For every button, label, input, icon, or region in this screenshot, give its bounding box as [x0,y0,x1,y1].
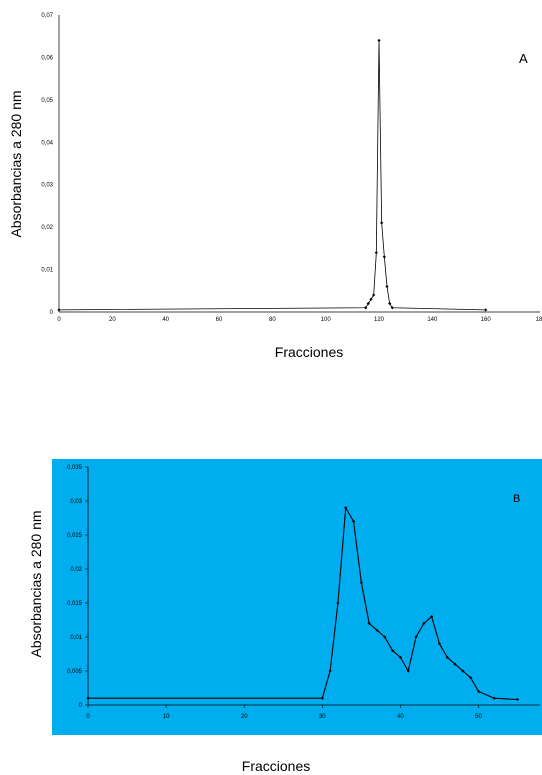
chart-b: 0 0,005 0,01 0,015 0,02 0,025 0,03 0,035 0 10 20 30… [28,459,542,774]
chart-b-series [86,506,520,702]
chart-b-data-point [375,628,379,632]
chart-b-data-point [351,519,356,523]
chart-a-data-point [57,308,61,312]
chart-a-xtick-label: 0 [57,317,61,323]
chart-a-ytick-label: 0,03 [41,183,53,189]
chart-b-data-point [406,669,410,673]
chart-b-ytick-label: 0,02 [70,567,82,573]
chart-a: 0 0,01 0,02 0,03 0,04 0,05 0,06 0,07 0 20 40 60 80 10… [8,13,542,360]
chart-a-data-point [374,251,378,255]
chart-b-ytick-label: 0,01 [70,635,82,641]
chart-a-xtick-label: 80 [269,317,276,323]
chart-a-data-point [369,297,373,301]
chart-b-xtick-label: 10 [163,714,170,720]
chart-a-ytick-label: 0,02 [41,225,53,231]
chart-b-data-point [320,696,324,700]
chart-b-ytick-label: 0,035 [67,465,83,471]
chart-b-xtick-label: 30 [319,714,326,720]
chart-b-data-point [398,655,403,659]
chart-a-xtick-label: 120 [374,317,385,323]
chart-a-ticks: 0 0,01 0,02 0,03 0,04 0,05 0,06 0,07 0 20 40 60 80 10… [41,13,542,323]
chart-b-plot-background [52,459,542,735]
chart-b-data-point [422,621,426,625]
chart-a-ytick-label: 0,01 [41,268,53,274]
chart-a-xtick-label: 18 [536,317,542,323]
chart-b-data-point [367,621,371,625]
chart-a-ytick-label: 0,06 [41,55,53,61]
chart-a-xtick-label: 160 [481,317,492,323]
chart-b-ytick-label: 0,015 [67,601,83,607]
chart-b-data-point [391,649,395,653]
chart-b-ytick-label: 0 [79,703,83,709]
chart-b-xtick-label: 20 [241,714,248,720]
chart-a-annotation: A [519,51,528,66]
chart-a-data-point [385,284,389,289]
chart-a-data-point [377,38,381,43]
chart-b-data-point [344,506,348,510]
chart-b-data-point [336,601,340,605]
chart-b-data-point [476,689,481,693]
chart-a-ytick-label: 0,04 [41,140,53,146]
chart-a-ylabel: Absorbancias a 280 nm [8,90,24,237]
chart-b-data-point [414,635,418,639]
chart-a-ytick-label: 0 [50,310,54,316]
chart-b-data-point [383,635,387,639]
chart-a-xlabel: Fracciones [275,344,343,360]
chart-a-ytick-label: 0,07 [41,13,53,19]
chart-a-xtick-label: 40 [162,317,169,323]
chart-a-data-point [388,301,392,306]
chart-a-data-point [372,293,376,297]
chart-b-data-point [461,669,465,673]
chart-b-series-line [88,507,518,701]
chart-b-ytick-label: 0,005 [67,669,83,675]
chart-a-xtick-label: 60 [216,317,223,323]
chart-b-data-point [492,696,496,700]
chart-a-series [57,38,488,312]
chart-b-data-point [359,581,363,585]
chart-a-data-point [366,301,370,306]
chart-b-xtick-label: 40 [397,714,404,720]
chart-b-xtick-label: 0 [86,714,90,720]
chart-b-data-point [445,655,449,659]
chart-a-xtick-label: 20 [109,317,116,323]
chart-b-data-point [328,669,332,673]
chart-b-xlabel: Fracciones [242,758,310,774]
chart-a-xtick-label: 140 [427,317,438,323]
chart-b-data-point [453,662,457,666]
chart-a-data-point [364,306,368,310]
chart-a-data-point [390,306,394,310]
chart-b-data-point [86,696,90,700]
chart-a-series-line [58,40,486,311]
chart-a-xtick-label: 100 [321,317,332,323]
chart-b-ylabel: Absorbancias a 280 nm [28,510,44,657]
chart-b-data-point [469,676,473,680]
chart-b-xtick-label: 50 [475,714,482,720]
chart-b-ytick-label: 0,03 [70,499,82,505]
chart-b-data-point [437,642,442,646]
chart-a-data-point [484,308,488,312]
chart-b-ytick-label: 0,025 [67,533,83,539]
chart-b-ticks: 0 0,005 0,01 0,015 0,02 0,025 0,03 0,035 0 10 20 30… [67,465,483,720]
chart-a-data-point [382,255,386,259]
chart-b-data-point [430,615,434,619]
chart-a-ytick-label: 0,05 [41,98,53,104]
chart-a-data-point [380,221,384,225]
chart-b-data-point [515,697,520,702]
chart-b-annotation: B [513,493,520,505]
